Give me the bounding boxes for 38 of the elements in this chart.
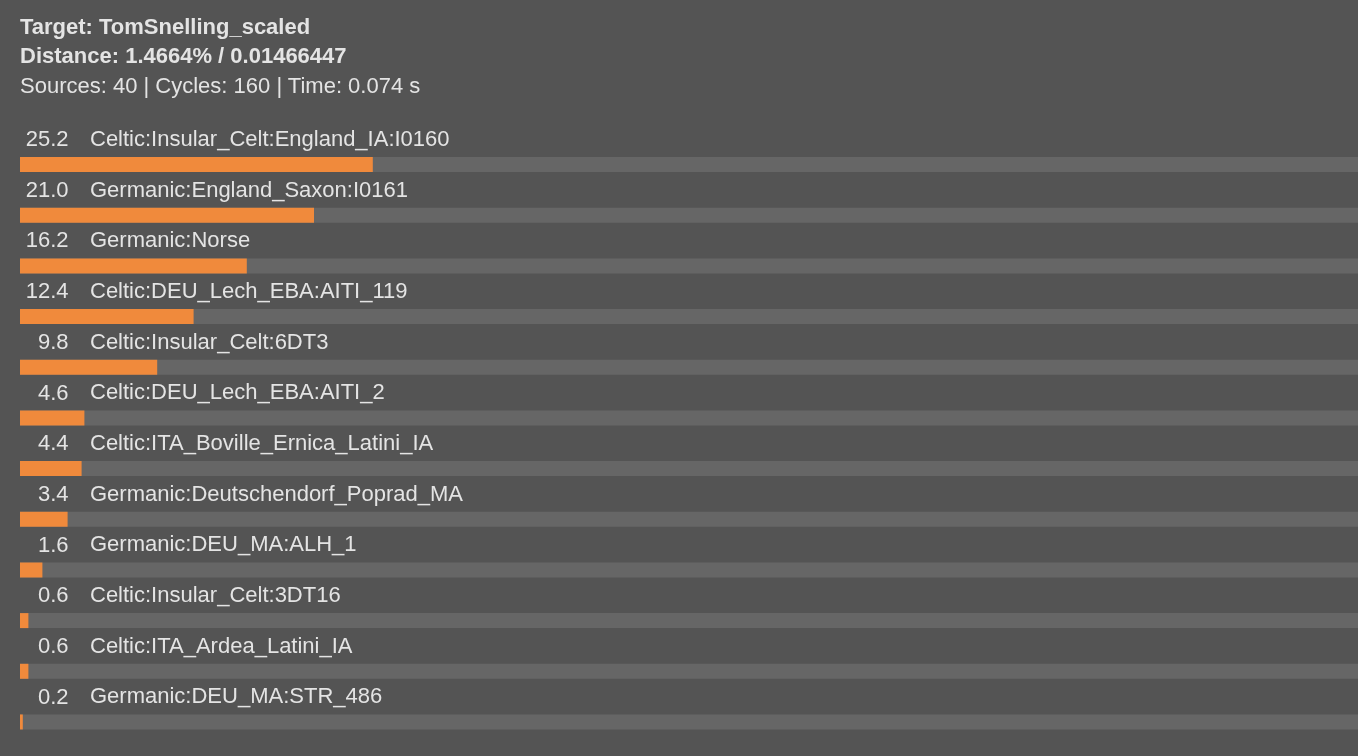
data-label: 1.6: [38, 531, 69, 557]
data-label: 3.4: [38, 480, 69, 506]
bar: [20, 309, 194, 325]
chart-subtitle: Distance: 1.4664% / 0.01466447: [20, 43, 347, 68]
y-tick-label: Celtic:Insular_Celt:England_IA:I0160: [90, 126, 450, 152]
y-tick-label: Germanic:DEU_MA:STR_486: [90, 683, 383, 709]
data-label: 12.4: [25, 278, 69, 304]
chart-title: Target: TomSnelling_scaled: [20, 13, 311, 39]
data-label: 21.0: [25, 176, 69, 202]
y-tick-label: Celtic:Insular_Celt:6DT3: [90, 328, 329, 354]
y-tick-label: Celtic:DEU_Lech_EBA:AITI_2: [90, 379, 385, 405]
data-label: 4.6: [38, 379, 69, 405]
bar: [20, 663, 29, 679]
bar: [20, 258, 247, 274]
data-label: 9.8: [38, 328, 69, 354]
bar: [20, 613, 29, 629]
data-label: 0.6: [38, 582, 69, 608]
bar: [20, 359, 158, 375]
bar: [20, 207, 314, 223]
bar: [20, 562, 43, 578]
data-label: 0.2: [38, 683, 69, 709]
y-tick-label: Germanic:Norse: [90, 227, 251, 253]
y-tick-label: Germanic:DEU_MA:ALH_1: [90, 531, 357, 557]
data-label: 16.2: [25, 227, 69, 253]
bar: [20, 410, 85, 426]
bar: [20, 461, 82, 477]
data-label: 25.2: [25, 126, 69, 152]
bar: [20, 511, 68, 527]
y-tick-label: Celtic:Insular_Celt:3DT16: [90, 582, 341, 608]
bar: [20, 714, 23, 730]
y-tick-label: Celtic:DEU_Lech_EBA:AITI_119: [90, 278, 408, 304]
y-tick-label: Celtic:ITA_Ardea_Latini_IA: [90, 632, 353, 658]
data-label: 0.6: [38, 632, 69, 658]
data-label: 4.4: [38, 430, 69, 456]
y-tick-label: Celtic:ITA_Boville_Ernica_Latini_IA: [90, 430, 434, 456]
y-tick-label: Germanic:Deutschendorf_Poprad_MA: [90, 480, 464, 506]
y-tick-label: Germanic:England_Saxon:I0161: [90, 176, 408, 202]
source-note: Sources: 40 | Cycles: 160 | Time: 0.074 s: [20, 72, 421, 98]
